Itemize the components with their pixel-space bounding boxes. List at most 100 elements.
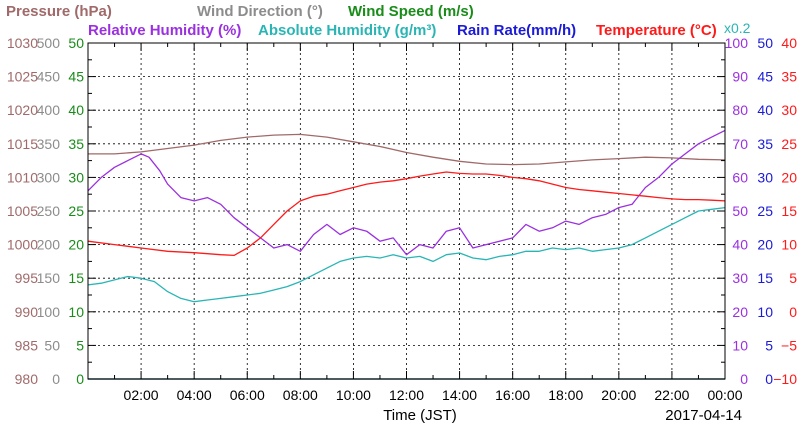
y-tick-label-relative_humidity: 30	[732, 270, 748, 286]
y-tick-label-rain_rate: 25	[757, 203, 773, 219]
y-tick-label-rain_rate: 40	[757, 102, 773, 118]
x-tick-label: 18:00	[548, 387, 583, 403]
y-tick-label-pressure: 1030	[7, 35, 38, 51]
y-tick-label-wind_speed: 30	[68, 169, 84, 185]
legend-row2-item: Absolute Humidity (g/m³)	[258, 22, 436, 39]
y-tick-label-relative_humidity: 10	[732, 337, 748, 353]
series-line-pressure-hpa	[88, 133, 726, 166]
y-tick-label-relative_humidity: 40	[732, 237, 748, 253]
y-tick-label-pressure: 1005	[7, 203, 38, 219]
y-tick-label-rain_rate: 35	[757, 136, 773, 152]
y-tick-label-pressure: 1015	[7, 136, 38, 152]
y-tick-label-wind_speed: 45	[68, 69, 84, 85]
y-tick-label-temperature: 5	[789, 270, 797, 286]
y-tick-label-pressure: 1010	[7, 169, 38, 185]
chart-header: Pressure (hPa) Wind Direction (°) Wind Spe…	[6, 3, 751, 39]
y-tick-label-relative_humidity: 90	[732, 69, 748, 85]
date-label: 2017-04-14	[665, 407, 742, 424]
y-tick-label-pressure: 980	[15, 371, 39, 387]
y-tick-label-wind_direction: 300	[37, 169, 61, 185]
y-tick-label-wind_speed: 40	[68, 102, 84, 118]
x-tick-label: 12:00	[389, 387, 424, 403]
y-tick-label-pressure: 985	[15, 337, 39, 353]
y-tick-label-temperature: 35	[781, 69, 797, 85]
y-tick-label-pressure: 1020	[7, 102, 38, 118]
left-axes: 1030102510201015101010051000995990985980…	[7, 35, 84, 387]
y-tick-label-wind_direction: 350	[37, 136, 61, 152]
y-tick-label-rain_rate: 15	[757, 270, 773, 286]
legend-row1-item: Pressure (hPa)	[6, 3, 112, 20]
multiplier-label: x0.2	[724, 20, 751, 36]
right-axes: 1009080706050403020100504540353025201510…	[725, 35, 798, 387]
y-tick-label-wind_speed: 10	[68, 304, 84, 320]
y-tick-label-wind_direction: 250	[37, 203, 61, 219]
x-tick-label: 00:00	[707, 387, 742, 403]
y-tick-label-relative_humidity: 100	[725, 35, 749, 51]
x-tick-label: 14:00	[442, 387, 477, 403]
x-tick-label: 22:00	[654, 387, 689, 403]
legend-row1-item: Wind Speed (m/s)	[348, 3, 474, 20]
y-tick-label-rain_rate: 30	[757, 169, 773, 185]
y-tick-label-wind_direction: 0	[52, 371, 60, 387]
x-tick-label: 10:00	[336, 387, 371, 403]
series-line-relative-humidity	[87, 129, 726, 256]
y-tick-label-pressure: 1025	[7, 69, 38, 85]
y-tick-label-wind_speed: 25	[68, 203, 84, 219]
y-tick-label-rain_rate: 50	[757, 35, 773, 51]
y-tick-label-pressure: 995	[15, 270, 39, 286]
y-tick-label-temperature: 0	[789, 304, 797, 320]
y-tick-label-relative_humidity: 80	[732, 102, 748, 118]
y-tick-label-wind_direction: 50	[44, 337, 60, 353]
x-tick-label: 04:00	[177, 387, 212, 403]
y-tick-label-wind_speed: 15	[68, 270, 84, 286]
y-tick-label-pressure: 990	[15, 304, 39, 320]
series-line-absolute-humidity-g-m	[87, 206, 726, 303]
y-tick-label-temperature: 30	[781, 102, 797, 118]
legend-row1-item: Wind Direction (°)	[197, 3, 323, 20]
y-tick-label-temperature: 25	[781, 136, 797, 152]
y-tick-label-temperature: 20	[781, 169, 797, 185]
legend-row2-item: Temperature (°C)	[596, 22, 717, 39]
series-line-temperature-c	[87, 171, 726, 257]
legend-row2-item: Rain Rate(mm/h)	[457, 22, 576, 39]
y-tick-label-temperature: 15	[781, 203, 797, 219]
x-tick-label: 06:00	[230, 387, 265, 403]
y-tick-label-relative_humidity: 60	[732, 169, 748, 185]
y-tick-label-rain_rate: 45	[757, 69, 773, 85]
y-tick-label-wind_direction: 400	[37, 102, 61, 118]
x-tick-label: 08:00	[283, 387, 318, 403]
y-tick-label-rain_rate: 20	[757, 237, 773, 253]
x-tick-label: 20:00	[601, 387, 636, 403]
y-tick-label-temperature: −5	[781, 337, 797, 353]
y-tick-label-relative_humidity: 50	[732, 203, 748, 219]
y-tick-label-temperature: 10	[781, 237, 797, 253]
y-tick-label-wind_direction: 450	[37, 69, 61, 85]
x-tick-label: 02:00	[124, 387, 159, 403]
y-tick-label-temperature: 40	[781, 35, 797, 51]
y-tick-label-pressure: 1000	[7, 237, 38, 253]
legend-row2-item: Relative Humidity (%)	[88, 22, 241, 39]
y-tick-label-wind_speed: 20	[68, 237, 84, 253]
y-tick-label-rain_rate: 5	[765, 337, 773, 353]
y-tick-label-wind_direction: 150	[37, 270, 61, 286]
y-tick-label-rain_rate: 0	[765, 371, 773, 387]
y-tick-label-wind_speed: 50	[68, 35, 84, 51]
x-axis: 02:00 04:00 06:00 08:00 10:00 12:00 14:00 16:00…	[124, 387, 743, 403]
y-tick-label-wind_speed: 0	[76, 371, 84, 387]
y-tick-label-wind_speed: 35	[68, 136, 84, 152]
y-tick-label-relative_humidity: 20	[732, 304, 748, 320]
y-tick-label-wind_direction: 100	[37, 304, 61, 320]
y-tick-label-rain_rate: 10	[757, 304, 773, 320]
x-tick-label: 16:00	[495, 387, 530, 403]
y-tick-label-wind_direction: 200	[37, 237, 61, 253]
chart-grid	[88, 43, 725, 379]
y-tick-label-relative_humidity: 0	[740, 371, 748, 387]
series-lines	[87, 129, 726, 380]
plot-frame	[87, 42, 726, 380]
y-tick-label-temperature: −10	[773, 371, 797, 387]
x-axis-label: Time (JST)	[383, 407, 457, 424]
y-tick-label-wind_speed: 5	[76, 337, 84, 353]
y-tick-label-wind_direction: 500	[37, 35, 61, 51]
y-tick-label-relative_humidity: 70	[732, 136, 748, 152]
